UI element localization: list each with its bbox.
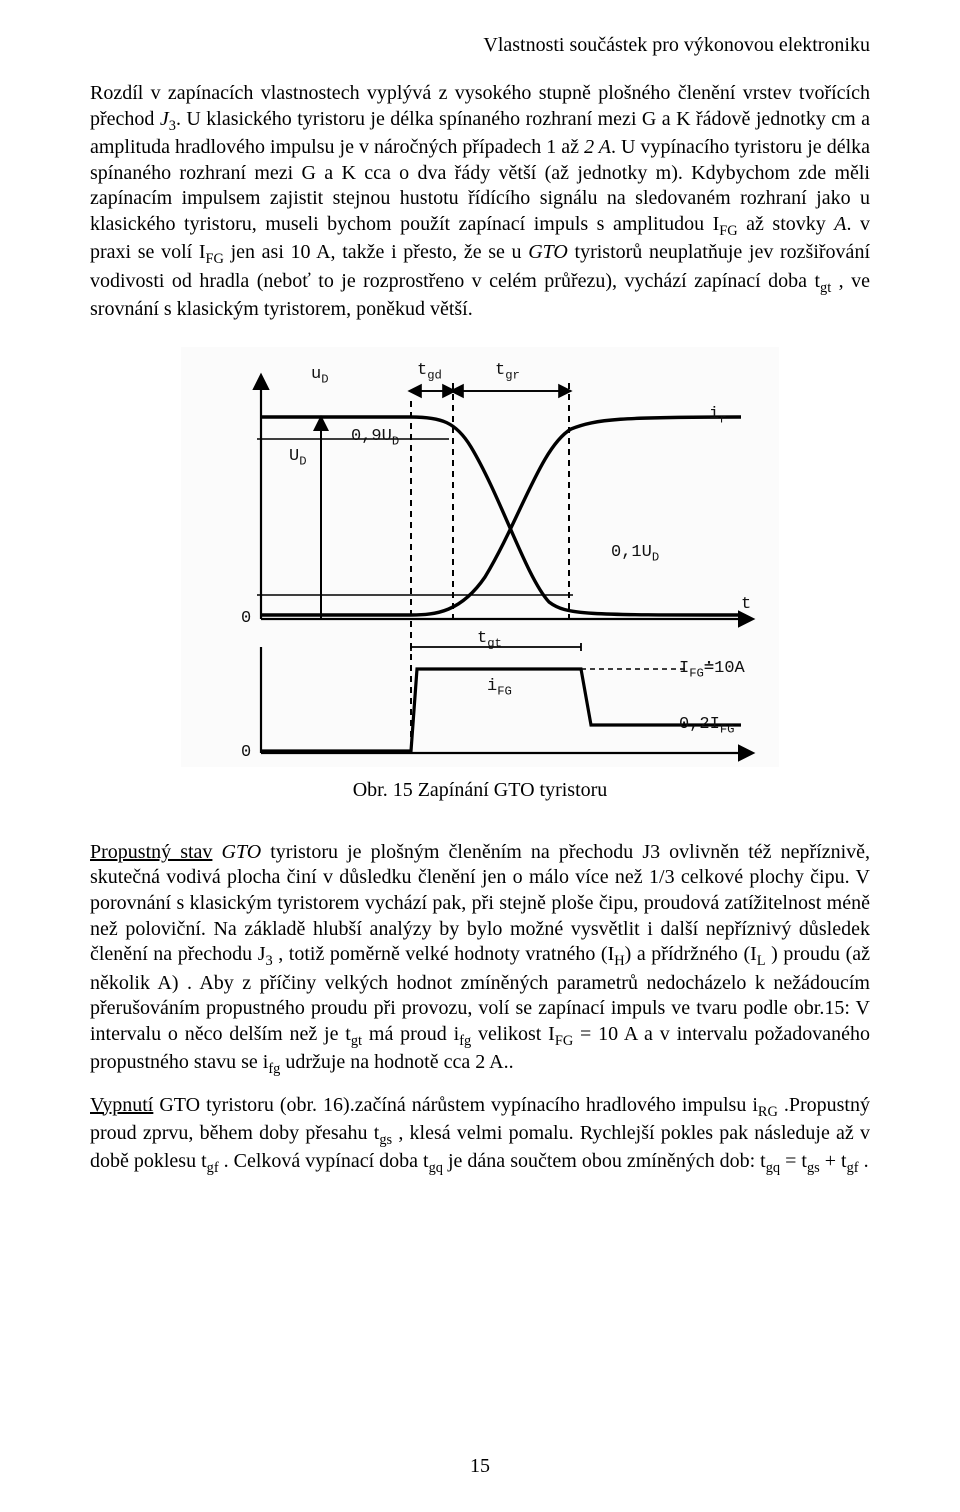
text: 3	[265, 953, 272, 969]
label-tgr: tgr	[495, 361, 520, 382]
text: ≐10A	[704, 659, 745, 678]
text: .	[859, 1150, 869, 1172]
diagram-svg	[181, 347, 779, 767]
text: r	[719, 412, 726, 426]
text: . Celková vypínací doba t	[219, 1150, 429, 1172]
label-t: t	[741, 595, 751, 614]
gto-turn-on-diagram: uD tgd tgr ir UD 0,9UD 0,1UD t 0	[181, 347, 779, 767]
text: , totiž poměrně velké hodnoty vratného (…	[273, 943, 615, 965]
text: FG	[719, 223, 737, 239]
text: ) a přídržného (I	[625, 943, 757, 965]
text: D	[321, 372, 328, 386]
text: gs	[807, 1160, 820, 1176]
label-iFG: iFG	[487, 677, 512, 698]
text: gd	[427, 368, 442, 382]
text: 0,2I	[679, 715, 720, 734]
text: D	[392, 434, 399, 448]
label-p2IFG: 0,2IFG	[679, 715, 735, 736]
paragraph-3: Vypnutí GTO tyristoru (obr. 16).začíná n…	[90, 1093, 870, 1178]
label-IFG10A: IFG≐10A	[679, 657, 745, 680]
text: 3	[169, 118, 176, 134]
text: 0,1U	[611, 543, 652, 562]
text: FG	[689, 666, 704, 680]
label-p9UD: 0,9UD	[351, 427, 399, 448]
text: t	[495, 361, 505, 380]
paragraph-1: Rozdíl v zapínacích vlastnostech vyplývá…	[90, 81, 870, 323]
text: U	[289, 447, 299, 466]
text: L	[757, 953, 766, 969]
page: Vlastnosti součástek pro výkonovou elekt…	[0, 0, 960, 1512]
text: gs	[379, 1132, 392, 1148]
text: t	[417, 361, 427, 380]
text: GTO	[528, 241, 568, 263]
figure-wrap: uD tgd tgr ir UD 0,9UD 0,1UD t 0	[90, 347, 870, 832]
text: gf	[207, 1160, 219, 1176]
figure-caption: Obr. 15 Zapínání GTO tyristoru	[353, 779, 608, 802]
text: FG	[206, 251, 224, 267]
text: GTO	[222, 841, 262, 863]
text: = t	[780, 1150, 807, 1172]
text: 2 A	[584, 136, 611, 158]
text: gq	[766, 1160, 780, 1176]
paragraph-2: Propustný stav GTO tyristoru je plošným …	[90, 840, 870, 1079]
text: fg	[459, 1033, 471, 1049]
text: D	[299, 454, 306, 468]
text: u	[311, 365, 321, 384]
text: FG	[555, 1033, 573, 1049]
label-tgd: tgd	[417, 361, 442, 382]
text: velikost I	[471, 1023, 555, 1045]
text: fg	[268, 1061, 280, 1077]
label-zero-1: 0	[241, 609, 251, 628]
page-number: 15	[0, 1455, 960, 1478]
text: RG	[758, 1104, 778, 1120]
text: J	[160, 108, 169, 130]
text: FG	[497, 684, 512, 698]
text: D	[652, 550, 659, 564]
text: A	[834, 213, 846, 235]
label-uD: uD	[311, 365, 329, 386]
page-header: Vlastnosti součástek pro výkonovou elekt…	[90, 34, 870, 57]
text: gq	[429, 1160, 443, 1176]
text: jen asi 10 A, takže i přesto, že se u	[224, 241, 528, 263]
text: i	[487, 677, 497, 696]
text: gt	[820, 280, 831, 296]
text: t	[477, 629, 487, 648]
text: až stovky	[738, 213, 835, 235]
text: gt	[487, 636, 502, 650]
text: i	[709, 405, 719, 424]
label-ir: ir	[709, 405, 727, 426]
text: 0,9U	[351, 427, 392, 446]
text: gt	[351, 1033, 362, 1049]
text: I	[679, 659, 689, 678]
text: FG	[720, 722, 735, 736]
label-tgt: tgt	[477, 629, 502, 650]
label-UD: UD	[289, 447, 307, 468]
text	[212, 841, 221, 863]
text: + t	[820, 1150, 847, 1172]
label-p1UD: 0,1UD	[611, 543, 659, 564]
text: H	[614, 953, 624, 969]
text: je dána součtem obou zmíněných dob: t	[443, 1150, 766, 1172]
text: gr	[505, 368, 520, 382]
text: udržuje na hodnotě cca 2 A..	[280, 1051, 513, 1073]
label-zero-2: 0	[241, 743, 251, 762]
text: Vypnutí	[90, 1094, 153, 1116]
text: má proud i	[362, 1023, 459, 1045]
text: GTO tyristoru (obr. 16).začíná nárůstem …	[153, 1094, 758, 1116]
text: Propustný stav	[90, 841, 212, 863]
text: gf	[847, 1160, 859, 1176]
